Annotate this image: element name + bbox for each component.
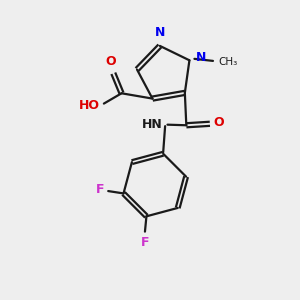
Text: O: O bbox=[106, 55, 116, 68]
Text: HO: HO bbox=[79, 99, 100, 112]
Text: HN: HN bbox=[142, 118, 163, 130]
Text: F: F bbox=[141, 236, 149, 249]
Text: CH₃: CH₃ bbox=[218, 57, 237, 68]
Text: F: F bbox=[96, 183, 104, 196]
Text: O: O bbox=[213, 116, 224, 129]
Text: N: N bbox=[196, 51, 206, 64]
Text: N: N bbox=[155, 26, 166, 39]
